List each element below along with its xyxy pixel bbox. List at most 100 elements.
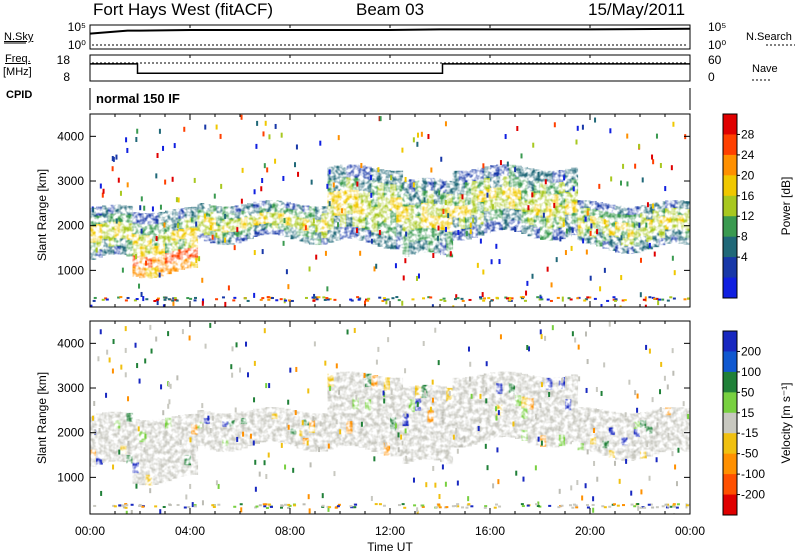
echo-cell bbox=[633, 244, 641, 254]
scatter-echo bbox=[134, 342, 137, 348]
echo-cell bbox=[191, 206, 199, 218]
scatter-echo bbox=[138, 378, 141, 384]
colorbar-segment bbox=[723, 175, 737, 197]
echo-cell bbox=[321, 444, 329, 452]
scatter-echo bbox=[97, 356, 100, 362]
echo-cell bbox=[683, 201, 690, 209]
echo-cell bbox=[284, 437, 291, 445]
scatter-echo bbox=[531, 273, 534, 279]
scatter-echo bbox=[544, 179, 547, 185]
scatter-echo bbox=[495, 406, 498, 412]
echo-cell bbox=[90, 233, 97, 243]
scatter-echo bbox=[442, 208, 445, 214]
echo-cell bbox=[120, 246, 128, 256]
echo-cell bbox=[465, 377, 472, 390]
near-range-echo bbox=[186, 297, 190, 300]
echo-cell bbox=[352, 408, 360, 422]
scatter-echo bbox=[610, 176, 613, 182]
near-range-echo bbox=[639, 506, 643, 509]
echo-cell bbox=[171, 426, 179, 438]
scatter-echo bbox=[431, 379, 434, 385]
scatter-echo bbox=[327, 506, 330, 512]
near-range-echo bbox=[461, 299, 465, 302]
scatter-echo bbox=[589, 230, 592, 236]
echo-cell bbox=[552, 193, 560, 206]
echo-cell bbox=[640, 243, 647, 252]
echo-cell bbox=[277, 223, 285, 230]
echo-cell bbox=[216, 231, 223, 239]
echo-cell bbox=[615, 205, 622, 215]
echo-cell bbox=[627, 444, 635, 454]
echo-cell bbox=[247, 439, 254, 447]
echo-cell bbox=[358, 384, 366, 398]
echo-cell bbox=[408, 191, 416, 205]
echo-cell bbox=[132, 429, 140, 442]
scatter-echo bbox=[486, 465, 489, 471]
echo-cell bbox=[683, 208, 690, 217]
near-range-echo bbox=[439, 298, 443, 301]
near-range-echo bbox=[683, 298, 687, 301]
scatter-echo bbox=[215, 232, 218, 238]
echo-cell bbox=[296, 210, 304, 218]
echo-cell bbox=[90, 224, 97, 235]
echo-cell bbox=[558, 227, 566, 240]
scatter-echo bbox=[514, 226, 517, 232]
scatter-echo bbox=[233, 245, 236, 251]
echo-cell bbox=[203, 210, 211, 218]
scatter-echo bbox=[456, 448, 459, 454]
scatter-echo bbox=[90, 304, 93, 307]
echo-cell bbox=[228, 444, 236, 452]
nsearch-label: N.Search bbox=[746, 31, 792, 43]
echo-cell bbox=[377, 440, 385, 455]
scatter-echo bbox=[671, 255, 674, 261]
echo-cell bbox=[197, 208, 205, 216]
colorbar-frame bbox=[722, 113, 738, 299]
echo-cell bbox=[421, 190, 429, 204]
scatter-echo bbox=[181, 329, 184, 335]
echo-cell bbox=[327, 423, 335, 438]
echo-cell bbox=[646, 211, 654, 220]
echo-cell bbox=[139, 463, 147, 475]
echo-cell bbox=[540, 400, 547, 413]
echo-cell bbox=[126, 247, 134, 257]
scatter-echo bbox=[596, 476, 599, 482]
echo-cell bbox=[96, 421, 103, 431]
echo-cell bbox=[483, 417, 491, 430]
near-range-echo bbox=[378, 296, 382, 299]
scatter-echo bbox=[236, 227, 239, 233]
near-range-echo bbox=[120, 504, 124, 507]
scatter-echo bbox=[265, 383, 268, 389]
scatter-echo bbox=[95, 247, 98, 253]
echo-cell bbox=[608, 235, 616, 244]
echo-cell bbox=[383, 235, 391, 249]
echo-cell bbox=[371, 206, 379, 220]
echo-cell bbox=[502, 403, 510, 416]
near-range-echo bbox=[538, 298, 542, 301]
echo-cell bbox=[120, 444, 128, 454]
near-range-echo bbox=[643, 506, 647, 509]
nave-label: Nave bbox=[752, 63, 778, 75]
echo-cell bbox=[247, 214, 254, 222]
scatter-echo bbox=[253, 397, 256, 403]
echo-cell bbox=[533, 169, 541, 182]
near-range-echo bbox=[574, 504, 578, 507]
echo-cell bbox=[114, 212, 121, 222]
scatter-echo bbox=[531, 192, 534, 198]
near-range-echo bbox=[105, 298, 109, 301]
scatter-echo bbox=[285, 269, 288, 275]
scatter-echo bbox=[431, 397, 434, 403]
echo-cell bbox=[108, 428, 115, 438]
echo-cell bbox=[197, 202, 205, 210]
echo-cell bbox=[340, 384, 347, 397]
echo-cell bbox=[171, 219, 179, 231]
echo-cell bbox=[502, 393, 510, 405]
echo-cell bbox=[145, 431, 153, 443]
scatter-echo bbox=[555, 257, 558, 263]
scatter-echo bbox=[486, 192, 489, 198]
echo-cell bbox=[102, 453, 109, 463]
scatter-echo bbox=[274, 123, 277, 129]
scatter-echo bbox=[638, 143, 641, 149]
echo-cell bbox=[259, 424, 267, 431]
scatter-echo bbox=[532, 142, 535, 148]
echo-cell bbox=[583, 214, 591, 223]
